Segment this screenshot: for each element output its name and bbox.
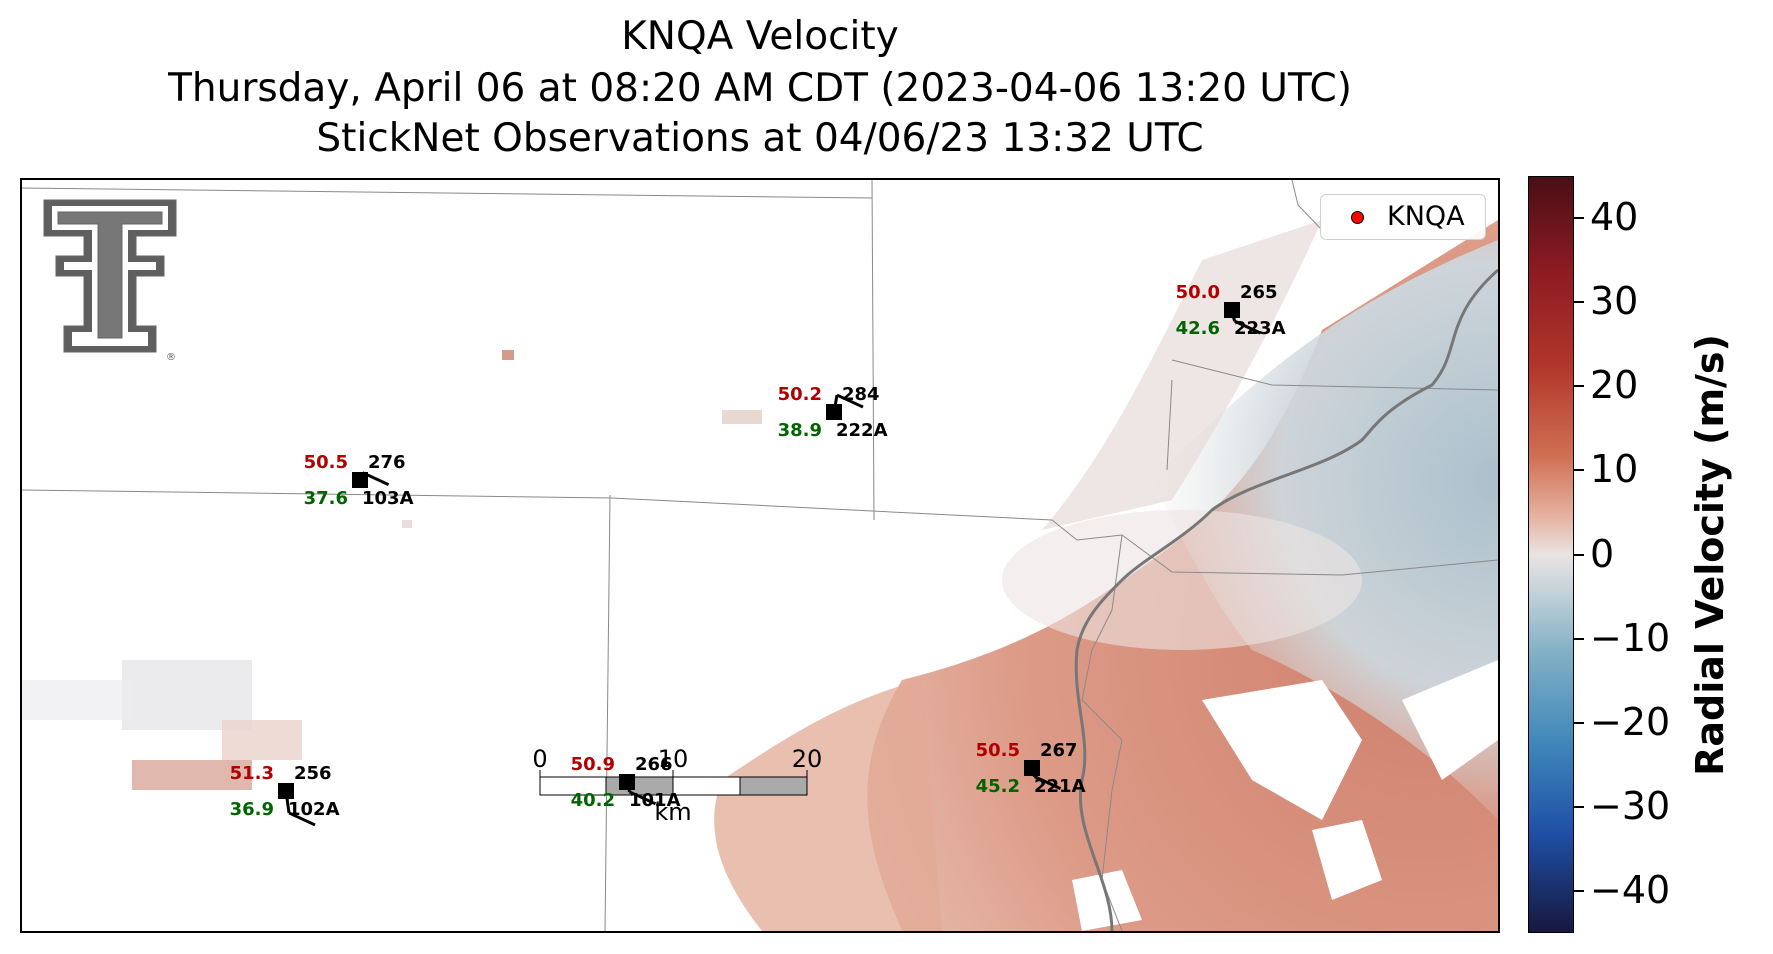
colorbar-tick-label: 20	[1590, 363, 1639, 408]
station-marker-icon	[352, 472, 368, 488]
station-temperature: 50.5	[976, 740, 1020, 761]
radar-map-svg: 0 10 20 km 50.5 276 37.6 103A 50.2 284 38.9 222…	[22, 180, 1498, 931]
station-wind-direction: 256	[294, 763, 332, 784]
station-dewpoint: 40.2	[571, 790, 615, 811]
colorbar-tick-mark	[1574, 637, 1584, 640]
station-marker-icon	[278, 783, 294, 799]
colorbar-tick-label: −10	[1590, 615, 1671, 660]
radar-echo-layer	[22, 220, 1498, 931]
radar-site-marker-icon	[1351, 211, 1364, 224]
velocity-colorbar	[1528, 176, 1574, 933]
colorbar-tick-label: 40	[1590, 195, 1639, 240]
colorbar-tick-mark	[1574, 553, 1584, 556]
colorbar-tick-mark	[1574, 469, 1584, 472]
station-marker-icon	[1224, 302, 1240, 318]
texas-tech-double-t-logo: ®	[43, 199, 177, 362]
station-plot-103a[interactable]: 50.5 276 37.6 103A	[304, 452, 414, 509]
scale-unit: km	[654, 798, 691, 826]
station-marker-icon	[826, 404, 842, 420]
station-plot-102a[interactable]: 51.3 256 36.9 102A	[230, 763, 340, 827]
colorbar-tick-mark	[1574, 385, 1584, 388]
station-temperature: 50.9	[571, 754, 615, 775]
station-dewpoint: 45.2	[976, 776, 1020, 797]
station-plot-221a[interactable]: 50.5 267 45.2 221A	[976, 740, 1086, 797]
station-wind-direction: 265	[1240, 282, 1278, 303]
station-dewpoint: 36.9	[230, 799, 274, 820]
scale-bar: 0 10 20 km	[532, 745, 822, 826]
station-id: 101A	[629, 790, 681, 811]
colorbar-title: Radial Velocity (m/s)	[1688, 334, 1732, 776]
colorbar-tick-mark	[1574, 721, 1584, 724]
svg-text:®: ®	[166, 352, 176, 362]
colorbar-tick-mark	[1574, 217, 1584, 220]
chart-subtitle-time: Thursday, April 06 at 08:20 AM CDT (2023…	[168, 66, 1352, 111]
station-wind-direction: 276	[368, 452, 406, 473]
wind-barb-flag	[836, 393, 864, 409]
station-id: 102A	[288, 799, 340, 820]
colorbar-tick-label: 30	[1590, 279, 1639, 324]
station-temperature: 50.5	[304, 452, 348, 473]
scale-label-20: 20	[792, 745, 823, 773]
station-wind-direction: 284	[842, 384, 880, 405]
scale-label-10: 10	[658, 745, 689, 773]
legend-label: KNQA	[1387, 201, 1465, 232]
station-plot-101a[interactable]: 50.9 266 40.2 101A	[571, 754, 681, 811]
major-road	[1074, 268, 1498, 931]
station-plot-223a[interactable]: 50.0 265 42.6 223A	[1176, 282, 1286, 339]
station-temperature: 50.0	[1176, 282, 1220, 303]
station-marker-icon	[619, 774, 635, 790]
colorbar-tick-label: −30	[1590, 783, 1671, 828]
station-id: 221A	[1034, 776, 1086, 797]
station-temperature: 50.2	[778, 384, 822, 405]
radar-map[interactable]: 0 10 20 km 50.5 276 37.6 103A 50.2 284 38.9 222…	[20, 178, 1500, 933]
wind-barb-flag	[288, 811, 316, 827]
colorbar-tick-label: 0	[1590, 531, 1615, 576]
chart-subtitle-observations: StickNet Observations at 04/06/23 13:32 …	[316, 116, 1204, 161]
scale-label-0: 0	[532, 745, 547, 773]
wind-barb-flag	[1233, 319, 1262, 335]
stations-layer: 50.5 276 37.6 103A 50.2 284 38.9 222A 50.0 265 42.…	[230, 282, 1286, 827]
station-id: 223A	[1234, 318, 1286, 339]
station-dewpoint: 38.9	[778, 420, 822, 441]
station-wind-direction: 267	[1040, 740, 1078, 761]
station-id: 222A	[836, 420, 888, 441]
colorbar-tick-mark	[1574, 301, 1584, 304]
station-plot-222a[interactable]: 50.2 284 38.9 222A	[778, 384, 888, 441]
colorbar-tick-label: −20	[1590, 699, 1671, 744]
colorbar-tick-mark	[1574, 805, 1584, 808]
chart-title: KNQA Velocity	[621, 14, 899, 59]
wind-barb-flag	[628, 790, 657, 806]
station-id: 103A	[362, 488, 414, 509]
station-dewpoint: 37.6	[304, 488, 348, 509]
station-wind-direction: 266	[635, 754, 673, 775]
colorbar-tick-label: −40	[1590, 867, 1671, 912]
station-marker-icon	[1024, 760, 1040, 776]
map-legend: KNQA	[1320, 194, 1486, 240]
colorbar-tick-label: 10	[1590, 447, 1639, 492]
station-temperature: 51.3	[230, 763, 274, 784]
colorbar-tick-mark	[1574, 889, 1584, 892]
wind-barb-flag	[1033, 775, 1062, 791]
station-dewpoint: 42.6	[1176, 318, 1220, 339]
